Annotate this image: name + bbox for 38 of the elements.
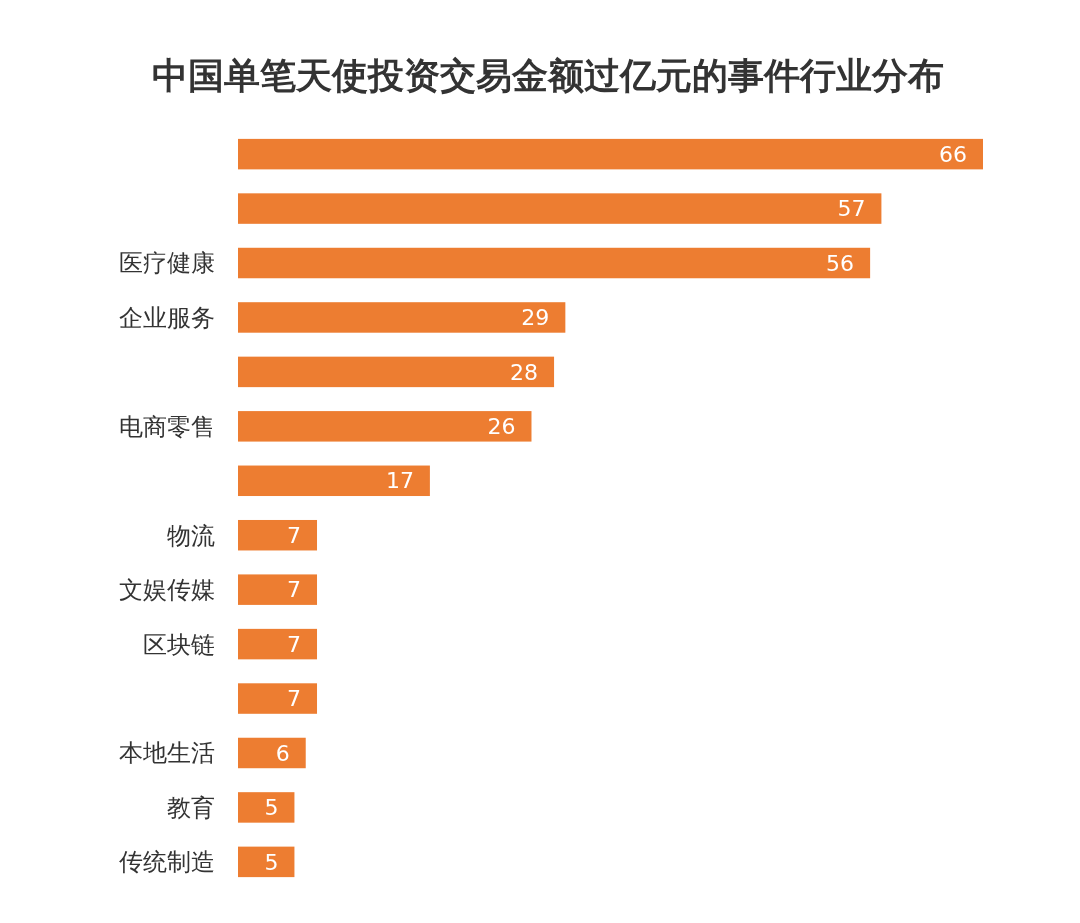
data-label: 56: [826, 250, 855, 276]
y-tick-label: 企业服务: [119, 303, 215, 332]
data-label: 17: [385, 468, 414, 494]
bar: [238, 247, 871, 279]
data-label: 6: [275, 740, 290, 766]
bar: [238, 519, 318, 551]
bar: [238, 411, 532, 442]
data-label: 7: [287, 577, 302, 603]
data-label: 66: [939, 141, 967, 167]
data-label: 7: [287, 631, 302, 657]
y-tick-label: 本地生活: [119, 739, 215, 768]
bar: [238, 356, 555, 388]
bar: [238, 792, 295, 823]
bar: [238, 628, 318, 660]
data-label: 57: [837, 196, 866, 222]
y-tick-label: 电商零售: [119, 412, 215, 441]
bar: [238, 465, 430, 497]
y-tick-label: 区块链: [143, 630, 215, 659]
bar: [238, 574, 318, 605]
bar: [238, 302, 566, 333]
bar: [238, 737, 306, 769]
data-label: 29: [521, 305, 550, 331]
data-label: 26: [487, 414, 516, 440]
bar: [238, 193, 882, 224]
y-tick-label: 教育: [167, 793, 215, 822]
data-label: 5: [264, 795, 279, 821]
data-label: 5: [264, 849, 279, 875]
chart-title: 中国单笔天使投资交易金额过亿元的事件行业分布: [152, 55, 944, 96]
bar: [238, 846, 295, 878]
bar: [238, 138, 983, 170]
data-label: 7: [287, 686, 302, 712]
data-label: 7: [287, 522, 302, 548]
y-tick-label: 物流: [167, 521, 215, 550]
y-tick-label: 传统制造: [119, 848, 215, 877]
data-label: 28: [510, 359, 539, 385]
y-tick-label: 文娱传媒: [119, 576, 215, 605]
bar: [238, 683, 318, 714]
y-tick-label: 医疗健康: [119, 249, 215, 278]
